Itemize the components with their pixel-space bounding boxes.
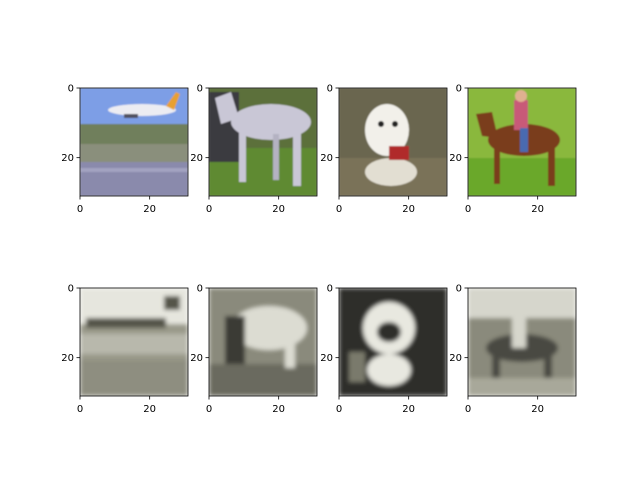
y-tick-label: 20 <box>320 353 333 364</box>
image-2-2 <box>209 288 317 396</box>
x-tick-label: 20 <box>143 404 156 415</box>
x-tick-label: 20 <box>272 404 285 415</box>
y-tick-label: 0 <box>68 284 74 295</box>
subplot-2-4: 0 20 0 20 <box>449 284 576 416</box>
x-tick-label: 20 <box>531 204 544 215</box>
x-tick-label: 0 <box>77 204 83 215</box>
x-tick-label: 20 <box>272 204 285 215</box>
x-tick-label: 20 <box>531 404 544 415</box>
x-tick-label: 20 <box>402 404 415 415</box>
y-tick-label: 20 <box>449 153 462 164</box>
image-1-3 <box>339 88 447 196</box>
y-tick-label: 0 <box>68 84 74 95</box>
y-tick-label: 20 <box>190 153 203 164</box>
subplot-2-1: 0 20 0 20 <box>61 284 188 416</box>
image-2-3 <box>339 288 447 396</box>
y-tick-label: 0 <box>456 284 462 295</box>
subplot-2-2: 0 20 0 20 <box>190 284 317 416</box>
image-2-4 <box>468 288 576 396</box>
y-tick-label: 20 <box>61 353 74 364</box>
x-tick-label: 20 <box>143 204 156 215</box>
y-tick-label: 0 <box>197 284 203 295</box>
y-tick-label: 20 <box>449 353 462 364</box>
x-tick-label: 20 <box>402 204 415 215</box>
subplot-1-1: 0 20 0 20 <box>61 84 188 216</box>
x-tick-label: 0 <box>336 404 342 415</box>
y-tick-label: 20 <box>190 353 203 364</box>
x-tick-label: 0 <box>206 404 212 415</box>
subplot-2-3: 0 20 0 20 <box>320 284 447 416</box>
image-1-4 <box>468 88 576 196</box>
x-tick-label: 0 <box>206 204 212 215</box>
image-2-1 <box>80 288 188 396</box>
subplot-1-3: 0 20 0 20 <box>320 84 447 216</box>
x-tick-label: 0 <box>77 404 83 415</box>
y-tick-label: 0 <box>197 84 203 95</box>
x-tick-label: 0 <box>465 404 471 415</box>
subplot-1-2: 0 20 0 20 <box>190 84 317 216</box>
y-tick-label: 20 <box>61 153 74 164</box>
image-1-2 <box>209 88 317 196</box>
y-tick-label: 0 <box>327 84 333 95</box>
subplot-1-4: 0 20 0 20 <box>449 84 576 216</box>
y-tick-label: 0 <box>456 84 462 95</box>
y-tick-label: 0 <box>327 284 333 295</box>
image-1-1 <box>80 88 188 196</box>
x-tick-label: 0 <box>465 204 471 215</box>
x-tick-label: 0 <box>336 204 342 215</box>
y-tick-label: 20 <box>320 153 333 164</box>
